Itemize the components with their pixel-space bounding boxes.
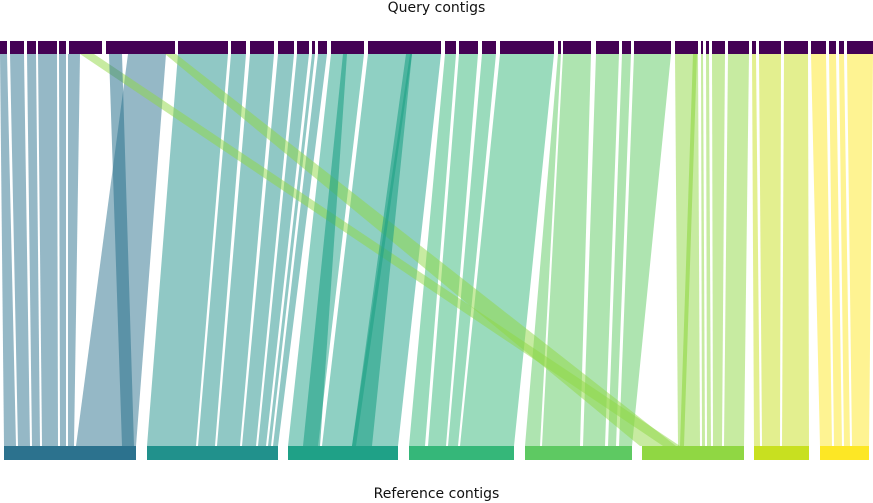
alignment-band — [542, 54, 591, 446]
query-contig-bar — [500, 41, 554, 54]
alignment-band — [752, 54, 760, 446]
query-contig-bar — [701, 41, 703, 54]
query-contig-bar — [368, 41, 441, 54]
alignment-band — [847, 54, 873, 446]
query-contig-bar — [829, 41, 836, 54]
query-contig-bar — [331, 41, 364, 54]
query-contig-bar — [839, 41, 844, 54]
query-contig-bar — [38, 41, 57, 54]
alignment-band — [829, 54, 842, 446]
query-contig-bar — [27, 41, 36, 54]
query-contig-bar — [634, 41, 671, 54]
reference-contig-bar — [4, 446, 136, 460]
alignment-band — [619, 54, 671, 446]
query-contig-bar — [178, 41, 228, 54]
crossing-alignment-band — [165, 54, 676, 446]
reference-contig-bar — [288, 446, 398, 460]
alignment-band — [68, 54, 80, 446]
query-contig-bar — [675, 41, 698, 54]
query-contig-bar — [106, 41, 175, 54]
query-contig-bar — [459, 41, 478, 54]
reference-contigs-label: Reference contigs — [373, 486, 500, 502]
query-contig-bar — [563, 41, 591, 54]
alignment-band — [217, 54, 274, 446]
reference-contig-bar — [642, 446, 744, 460]
alignment-band — [59, 54, 66, 446]
alignment-band — [608, 54, 631, 446]
crossing-alignment-band — [680, 54, 697, 446]
reference-contig-bar — [525, 446, 632, 460]
alignment-band — [0, 54, 16, 446]
alignment-band — [759, 54, 781, 446]
query-contig-bar — [622, 41, 631, 54]
query-contig-bar — [445, 41, 456, 54]
alignment-band — [409, 54, 456, 446]
query-contig-bar — [312, 41, 315, 54]
query-contig-bar — [482, 41, 496, 54]
alignment-band — [712, 54, 725, 446]
crossing-alignment-band — [303, 54, 347, 446]
alignment-band — [583, 54, 619, 446]
query-contig-bar — [752, 41, 756, 54]
query-contig-bar — [10, 41, 24, 54]
alignment-band — [268, 54, 315, 446]
query-contig-bar — [706, 41, 709, 54]
crossing-alignment-band — [109, 54, 134, 446]
query-contig-bar — [250, 41, 274, 54]
query-contig-bar — [558, 41, 561, 54]
query-contig-bar — [278, 41, 294, 54]
query-contig-bar — [231, 41, 246, 54]
reference-contig-bar — [147, 446, 278, 460]
reference-contig-bar — [754, 446, 809, 460]
query-contigs-label: Query contigs — [387, 0, 486, 16]
crossing-alignment-band — [352, 54, 412, 446]
alignment-band — [38, 54, 58, 446]
query-contig-bar — [69, 41, 102, 54]
query-contig-bar — [297, 41, 309, 54]
alignment-band — [701, 54, 705, 446]
query-contig-bar — [784, 41, 808, 54]
alignment-band — [10, 54, 30, 446]
alignment-band — [448, 54, 496, 446]
alignment-band — [273, 54, 327, 446]
alignment-band — [27, 54, 40, 446]
alignment-band — [147, 54, 228, 446]
query-contig-bar — [847, 41, 873, 54]
query-contig-bar — [759, 41, 781, 54]
query-contig-bar — [59, 41, 66, 54]
query-contig-bar — [712, 41, 725, 54]
reference-contig-bar — [409, 446, 514, 460]
query-contig-bar — [728, 41, 749, 54]
query-contig-bar — [0, 41, 7, 54]
alignment-band — [242, 54, 294, 446]
alignment-band — [724, 54, 749, 446]
query-contig-bar — [596, 41, 619, 54]
alignment-band — [839, 54, 850, 446]
alignment-band — [782, 54, 809, 446]
query-contig-bar — [318, 41, 327, 54]
alignment-band — [811, 54, 832, 446]
alignment-band — [460, 54, 554, 446]
alignment-band — [706, 54, 711, 446]
reference-contig-bar — [820, 446, 869, 460]
query-contig-bar — [811, 41, 826, 54]
alignment-band — [428, 54, 478, 446]
